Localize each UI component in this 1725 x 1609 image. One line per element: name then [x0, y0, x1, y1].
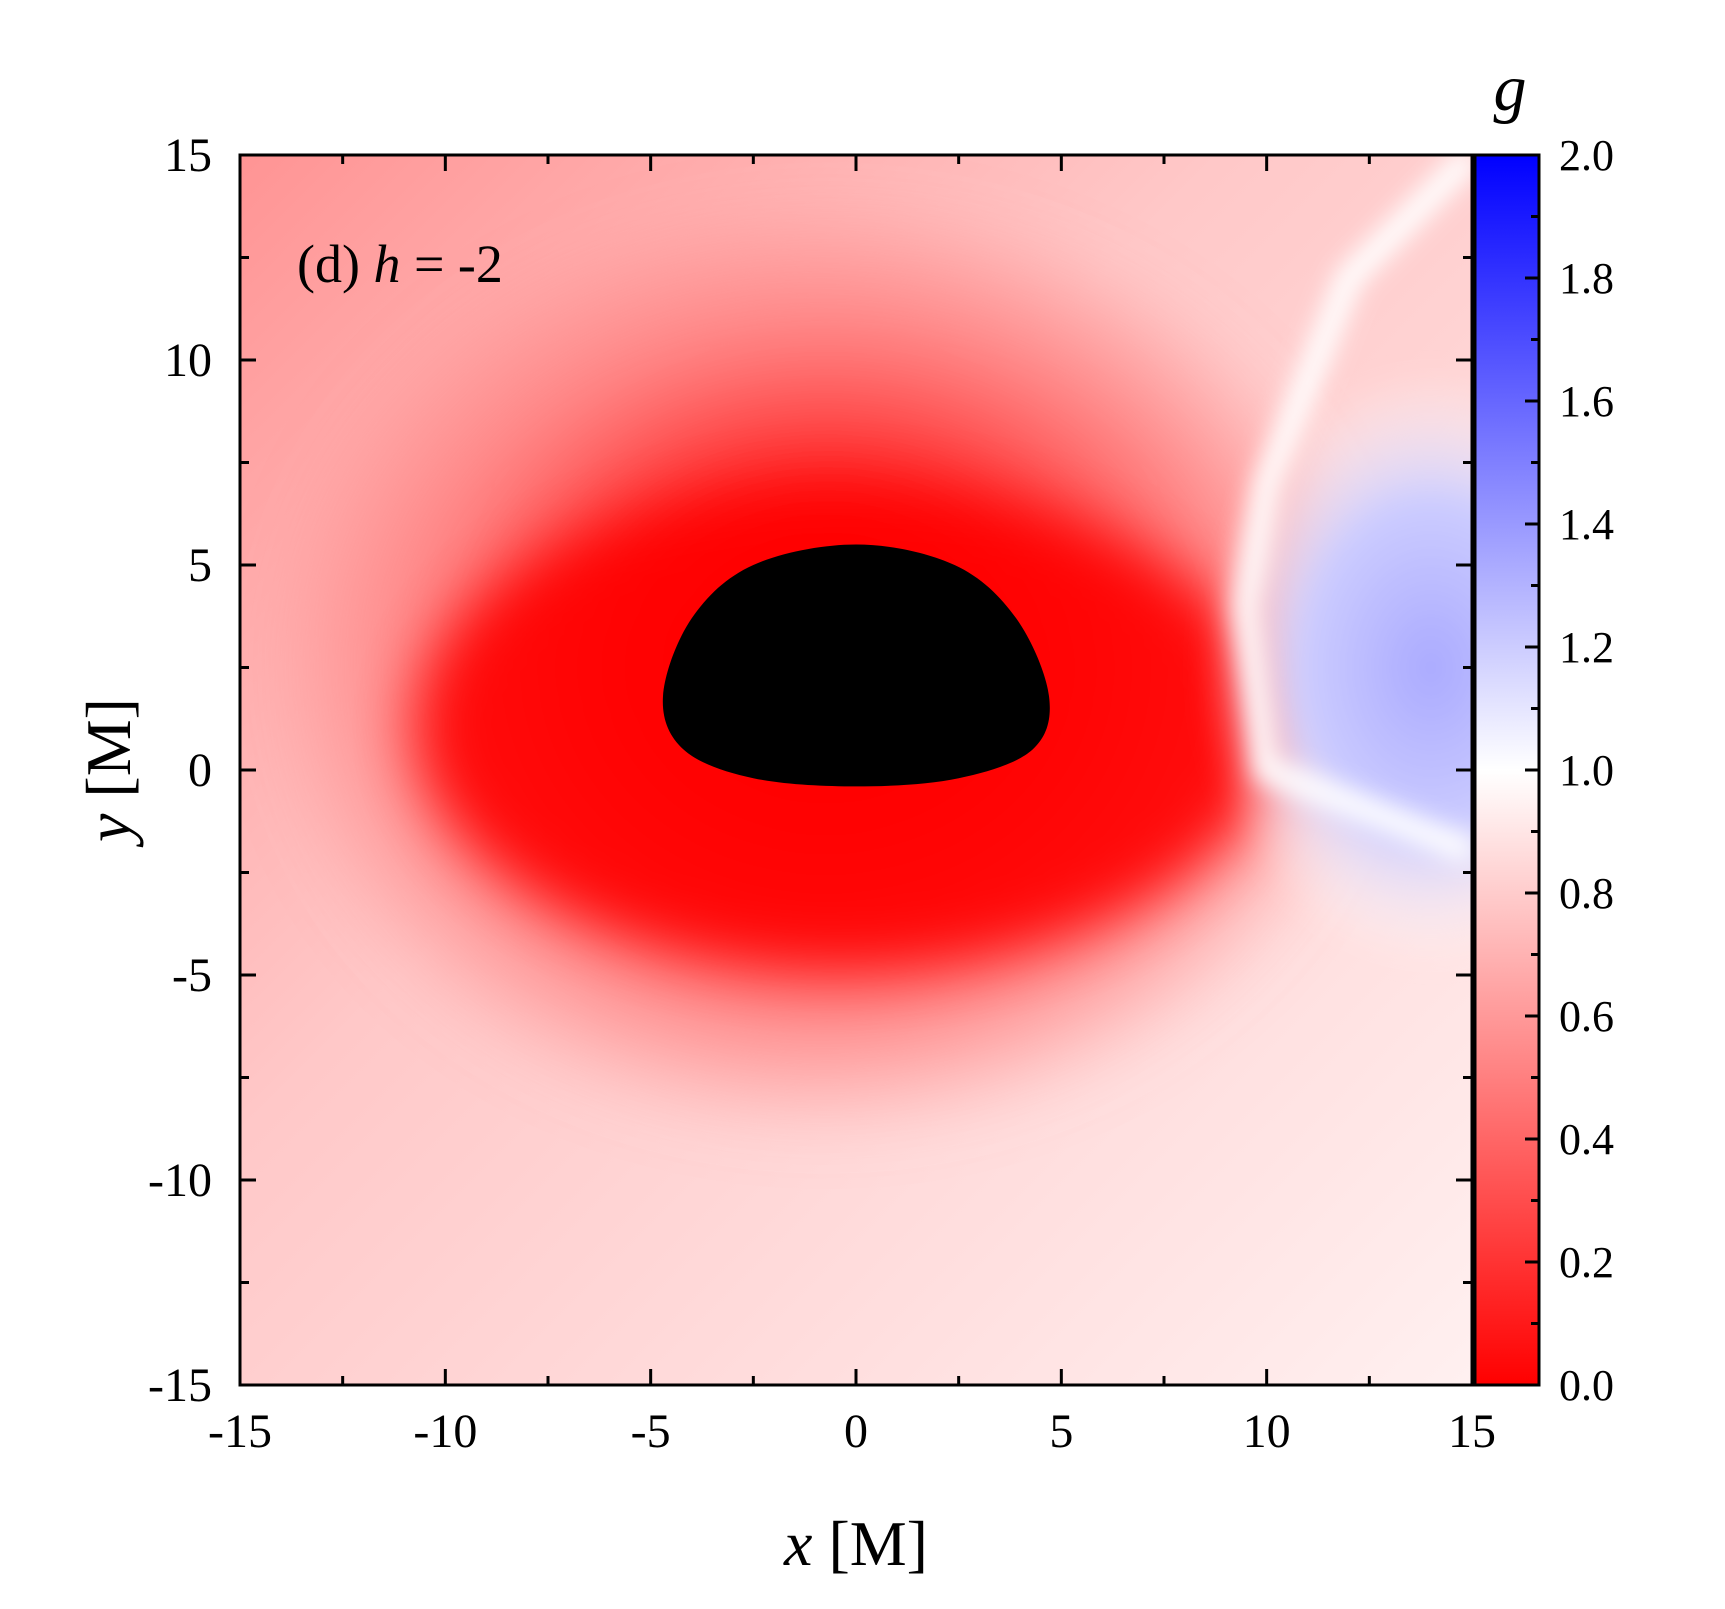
shadow-layer	[662, 544, 1050, 787]
x-tick-label: 5	[1049, 1405, 1073, 1458]
x-tick-label: 15	[1448, 1405, 1496, 1458]
x-tick-label: 0	[844, 1405, 868, 1458]
colorbar-tick-label: 0.6	[1559, 992, 1614, 1041]
y-axis-ticks: 15 10 5 0 -5 -10 -15	[148, 129, 1472, 1412]
y-tick-label: 5	[188, 539, 212, 592]
black-hole-shadow	[662, 544, 1050, 787]
x-tick-label: 10	[1243, 1405, 1291, 1458]
y-tick-label: 0	[188, 744, 212, 797]
y-tick-label: 15	[164, 129, 212, 182]
colorbar-tick-label: 0.4	[1559, 1115, 1614, 1164]
colorbar-tick-label: 1.2	[1559, 623, 1614, 672]
colorbar-tick-label: 1.6	[1559, 377, 1614, 426]
colorbar-tick-label: 1.8	[1559, 254, 1614, 303]
x-tick-label: -10	[413, 1405, 477, 1458]
colorbar-tick-label: 1.4	[1559, 500, 1614, 549]
y-tick-label: -10	[148, 1154, 212, 1207]
y-tick-label: -5	[172, 949, 212, 1002]
colorbar-tick-label: 0.0	[1559, 1361, 1614, 1410]
colorbar: 2.0 1.8 1.6 1.4 1.2 1.0 0.8 0.6 0.4 0.2 0.0	[1473, 131, 1614, 1410]
x-axis-label: x [M]	[783, 1508, 928, 1579]
colorbar-label: g	[1494, 52, 1527, 125]
colorbar-tick-label: 0.8	[1559, 869, 1614, 918]
x-axis-ticks: -15 -10 -5 0 5 10 15	[208, 155, 1496, 1458]
panel-label: (d) h = -2	[297, 234, 503, 294]
colorbar-tick-label: 2.0	[1559, 131, 1614, 180]
g-equals-one-contour	[1232, 155, 1472, 865]
colorbar-tick-label: 0.2	[1559, 1238, 1614, 1287]
colorbar-tick-label: 1.0	[1559, 746, 1614, 795]
y-tick-label: -15	[148, 1359, 212, 1412]
y-tick-label: 10	[164, 334, 212, 387]
x-tick-label: -5	[631, 1405, 671, 1458]
x-tick-label: -15	[208, 1405, 272, 1458]
y-axis-label: y [M]	[73, 698, 144, 848]
